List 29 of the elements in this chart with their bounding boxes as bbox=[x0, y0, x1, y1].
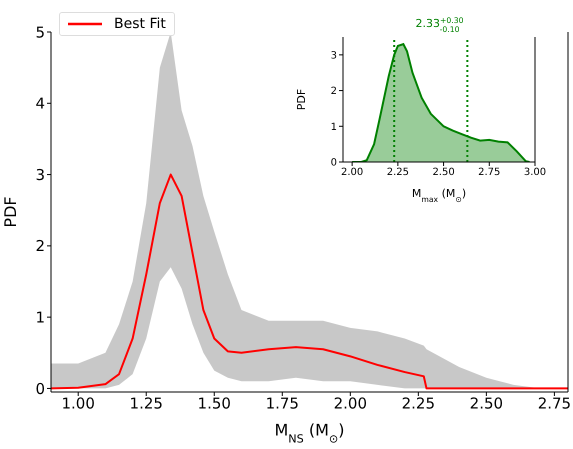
x-tick-label: 1.25 bbox=[130, 394, 163, 413]
y-tick-label: 3 bbox=[330, 50, 337, 62]
x-tick-label: 2.00 bbox=[341, 167, 364, 178]
y-tick-label: 0 bbox=[330, 158, 337, 169]
y-tick-label: 1 bbox=[330, 122, 337, 133]
y-tick-label: 2 bbox=[330, 86, 337, 98]
x-axis-title: M$_{NS}$ (M$_{⊙}$) bbox=[274, 420, 345, 445]
x-tick-label: 2.25 bbox=[386, 167, 409, 178]
x-axis-title: M$_{max}$ (M$_{⊙}$) bbox=[412, 187, 466, 204]
x-tick-label: 2.25 bbox=[402, 394, 436, 413]
legend-label: Best Fit bbox=[114, 16, 166, 32]
y-tick-label: 5 bbox=[35, 23, 45, 42]
y-tick-label: 3 bbox=[35, 166, 45, 184]
y-tick-label: 2 bbox=[35, 237, 45, 256]
y-tick-label: 1 bbox=[35, 308, 45, 326]
x-tick-label: 1.75 bbox=[266, 394, 299, 413]
x-tick-label: 1.50 bbox=[198, 394, 231, 413]
x-tick-label: 2.00 bbox=[334, 394, 368, 413]
y-tick-label: 4 bbox=[35, 94, 45, 113]
line-series bbox=[51, 174, 568, 390]
y-axis-title: PDF bbox=[295, 88, 308, 110]
x-tick-label: 2.50 bbox=[470, 394, 504, 413]
x-tick-label: 1.00 bbox=[62, 394, 95, 413]
y-tick-label: 0 bbox=[35, 380, 45, 398]
x-tick-label: 2.75 bbox=[478, 167, 500, 178]
x-tick-label: 2.75 bbox=[538, 394, 572, 413]
y-axis-title: PDF bbox=[1, 196, 20, 228]
x-tick-label: 3.00 bbox=[524, 167, 546, 178]
x-tick-label: 2.50 bbox=[432, 167, 455, 178]
